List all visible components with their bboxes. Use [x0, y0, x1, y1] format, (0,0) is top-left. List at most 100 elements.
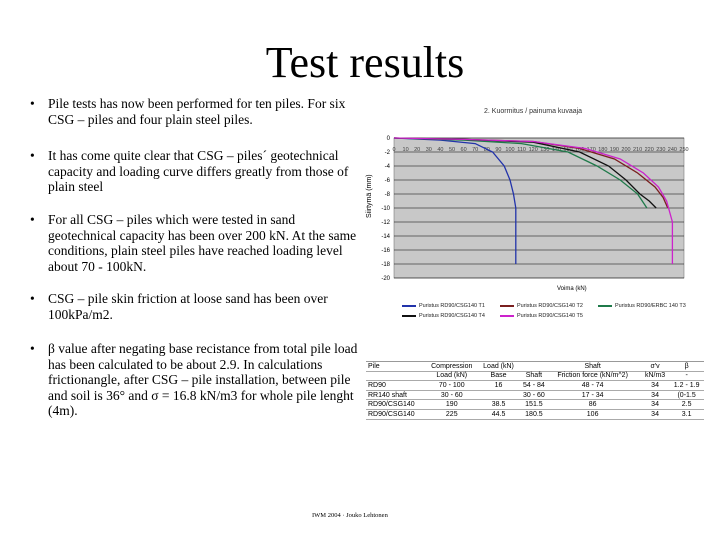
results-table: Pile Compression Load (kN) Shaft σ'v β Load (k… [366, 361, 704, 420]
y-tick-label: -20 [381, 276, 390, 282]
table-cell: RD90/CSG140 [366, 399, 426, 410]
chart-title: 2. Kuormitus / painuma kuvaaja [484, 108, 583, 115]
bullet-text: For all CSG – piles which were tested in… [48, 212, 357, 274]
x-tick-label: 200 [621, 147, 630, 153]
x-tick-label: 160 [575, 147, 584, 153]
legend-label: Puristus RD90/ERBC 140 T3 [615, 303, 686, 309]
table-cell: 38.5 [478, 399, 519, 410]
table-cell: 1.2 - 1.9 [669, 380, 704, 391]
table-cell [636, 371, 641, 382]
bullet-text: β value after negating base recistance f… [48, 341, 358, 418]
table-cell: 34 [640, 409, 670, 420]
legend-swatch-icon [402, 304, 416, 307]
table-cell: 16 [478, 380, 519, 391]
table-row: RR140 shaft 30 - 60 30 - 60 17 - 34 34 (0-1.5 [366, 390, 704, 401]
x-tick-label: 210 [633, 147, 642, 153]
y-tick-label: -8 [385, 192, 391, 198]
legend-label: Puristus RD90/CSG140 T2 [517, 303, 583, 309]
series-line [393, 137, 648, 209]
x-tick-label: 0 [392, 147, 395, 153]
y-tick-label: -6 [385, 178, 391, 184]
table-cell: 3.1 [669, 409, 704, 420]
bullet-item: • CSG – pile skin friction at loose sand … [30, 291, 360, 322]
table-cell: kN/m3 [640, 371, 670, 382]
table-row: RD90 70 - 100 16 54 - 84 48 - 74 34 1.2 - 1.9 [366, 380, 704, 391]
x-tick-label: 50 [449, 147, 455, 153]
y-tick-label: -16 [381, 248, 390, 254]
legend-item: Puristus RD90/CSG140 T5 [500, 313, 583, 319]
legend-item: Puristus RD90/ERBC 140 T3 [598, 303, 686, 309]
x-tick-label: 80 [484, 147, 490, 153]
table-cell: 30 - 60 [425, 390, 479, 401]
x-tick-label: 90 [495, 147, 501, 153]
bullet-dot-icon: • [30, 291, 35, 306]
x-axis-label: Voima (kN) [557, 286, 587, 292]
x-tick-label: 220 [645, 147, 654, 153]
table-cell: Shaft [549, 361, 637, 372]
y-tick-label: -18 [381, 262, 390, 268]
table-cell [518, 361, 550, 372]
y-tick-label: -4 [385, 164, 391, 170]
table-cell: σ'v [640, 361, 670, 372]
table-cell: 54 - 84 [518, 380, 550, 391]
legend-label: Puristus RD90/CSG140 T1 [419, 303, 485, 309]
legend-swatch-icon [598, 304, 612, 307]
bullet-dot-icon: • [30, 148, 35, 163]
table-cell: (0-1.5 [669, 390, 704, 401]
table-cell: Base [478, 371, 519, 382]
bullet-item: • β value after negating base recistance … [30, 341, 360, 419]
table-cell: Shaft [518, 371, 550, 382]
table-cell: 106 [549, 409, 637, 420]
table-cell: RR140 shaft [366, 390, 426, 401]
y-tick-label: -14 [381, 234, 390, 240]
table-cell: 34 [640, 380, 670, 391]
y-tick-label: 0 [387, 136, 391, 142]
table-cell: 34 [640, 390, 670, 401]
table-cell: 86 [549, 399, 637, 410]
bullet-item: • Pile tests has now been performed for t… [30, 96, 360, 127]
x-tick-label: 250 [679, 147, 688, 153]
table-cell: Friction force (kN/m^2) [549, 371, 637, 382]
table-cell [366, 371, 426, 382]
table-cell: 190 [425, 399, 479, 410]
table-cell: - [669, 371, 704, 382]
table-cell: Pile [366, 361, 426, 372]
table-cell: 180.5 [518, 409, 550, 420]
bullet-text: Pile tests has now been performed for te… [48, 96, 346, 127]
x-tick-label: 60 [461, 147, 467, 153]
table-cell [636, 361, 641, 372]
table-cell [636, 399, 641, 410]
x-tick-label: 70 [472, 147, 478, 153]
table-cell [478, 390, 519, 401]
legend-item: Puristus RD90/CSG140 T4 [402, 313, 485, 319]
legend-item: Puristus RD90/CSG140 T1 [402, 303, 485, 309]
x-tick-label: 20 [414, 147, 420, 153]
x-tick-label: 240 [668, 147, 677, 153]
slide-title: Test results [265, 38, 465, 87]
table-cell [636, 409, 641, 420]
table-cell [636, 390, 641, 401]
table-cell: 30 - 60 [518, 390, 550, 401]
x-tick-label: 40 [437, 147, 443, 153]
series-line [393, 137, 517, 264]
table-cell: 44.5 [478, 409, 519, 420]
legend-swatch-icon [402, 314, 416, 317]
x-tick-label: 110 [517, 147, 526, 153]
x-tick-label: 30 [426, 147, 432, 153]
x-tick-label: 130 [540, 147, 549, 153]
table-cell: 225 [425, 409, 479, 420]
bullet-text: CSG – pile skin friction at loose sand h… [48, 291, 328, 322]
chart-plot: 0-2-4-6-8-10-12-14-16-18-200 10 20 30 40 50 60… [381, 136, 688, 282]
table-row: Load (kN) Base Shaft Friction force (kN/m^2… [366, 371, 704, 382]
legend-swatch-icon [500, 304, 514, 307]
x-tick-label: 120 [529, 147, 538, 153]
table-cell [636, 380, 641, 391]
table-cell: Load (kN) [478, 361, 519, 372]
x-tick-label: 190 [610, 147, 619, 153]
y-tick-label: -10 [381, 206, 390, 212]
table-row: RD90/CSG140 190 38.5 151.5 86 34 2.5 [366, 399, 704, 410]
bullet-item: • For all CSG – piles which were tested i… [30, 212, 360, 274]
bullet-item: • It has come quite clear that CSG – pile… [30, 148, 360, 195]
table-row: Pile Compression Load (kN) Shaft σ'v β [366, 361, 704, 372]
table-cell: 17 - 34 [549, 390, 637, 401]
